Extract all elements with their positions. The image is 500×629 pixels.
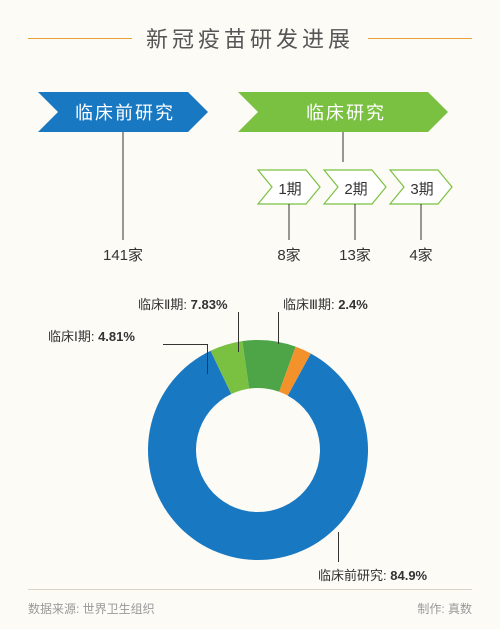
- footer-source-prefix: 数据来源:: [28, 602, 83, 616]
- donut-label-phase1-name: 临床Ⅰ期: [48, 329, 91, 344]
- donut-label-preclinical-pct: 84.9%: [390, 568, 427, 583]
- clinical-label: 临床研究: [266, 92, 426, 132]
- lead-phase2: [238, 312, 239, 352]
- footer-credit-prefix: 制作:: [417, 602, 448, 616]
- lead-phase3: [278, 312, 279, 344]
- donut-label-phase1: 临床Ⅰ期: 4.81%: [48, 326, 135, 345]
- lead-phase1: [163, 344, 208, 345]
- phase2-label: 2期: [341, 178, 371, 199]
- phase1-count: 8家: [271, 244, 307, 265]
- title-rule-left: [28, 38, 132, 39]
- preclinical-count: 141家: [98, 244, 148, 265]
- footer-credit-name: 真数: [448, 602, 472, 616]
- donut-label-phase2: 临床Ⅱ期: 7.83%: [138, 294, 228, 313]
- donut-chart: 临床Ⅱ期: 7.83% 临床Ⅲ期: 2.4% 临床Ⅰ期: 4.81% 临床前研究…: [28, 282, 472, 602]
- flow-diagram: 临床前研究 临床研究 1期 2期 3期 141家 8家 13家 4家: [28, 82, 472, 282]
- donut-label-preclinical: 临床前研究: 84.9%: [318, 565, 427, 584]
- footer-source: 数据来源: 世界卫生组织: [28, 600, 155, 617]
- donut-label-phase3: 临床Ⅲ期: 2.4%: [283, 294, 368, 313]
- title-rule-right: [368, 38, 472, 39]
- lead-preclinical: [338, 532, 339, 562]
- phase3-count: 4家: [403, 244, 439, 265]
- phase2-count: 13家: [334, 244, 376, 265]
- phase3-label: 3期: [407, 178, 437, 199]
- footer-credit: 制作: 真数: [417, 600, 472, 617]
- title-row: 新冠疫苗研发进展: [28, 22, 472, 54]
- donut-label-phase2-pct: 7.83%: [191, 297, 228, 312]
- donut-label-preclinical-name: 临床前研究: [318, 568, 383, 583]
- donut-label-phase1-pct: 4.81%: [98, 329, 135, 344]
- donut-svg: [138, 330, 378, 570]
- donut-label-phase2-name: 临床Ⅱ期: [138, 297, 183, 312]
- preclinical-label: 临床前研究: [60, 92, 190, 132]
- donut-label-phase3-pct: 2.4%: [338, 297, 368, 312]
- footer: 数据来源: 世界卫生组织 制作: 真数: [28, 589, 472, 617]
- page-title: 新冠疫苗研发进展: [146, 22, 354, 54]
- phase1-label: 1期: [275, 178, 305, 199]
- donut-label-phase3-name: 临床Ⅲ期: [283, 297, 331, 312]
- page: 新冠疫苗研发进展 临床前研究 临床研究 1期 2期 3期 141家 8家 13家: [0, 0, 500, 629]
- footer-source-name: 世界卫生组织: [83, 602, 155, 616]
- lead-phase1-v: [207, 344, 208, 374]
